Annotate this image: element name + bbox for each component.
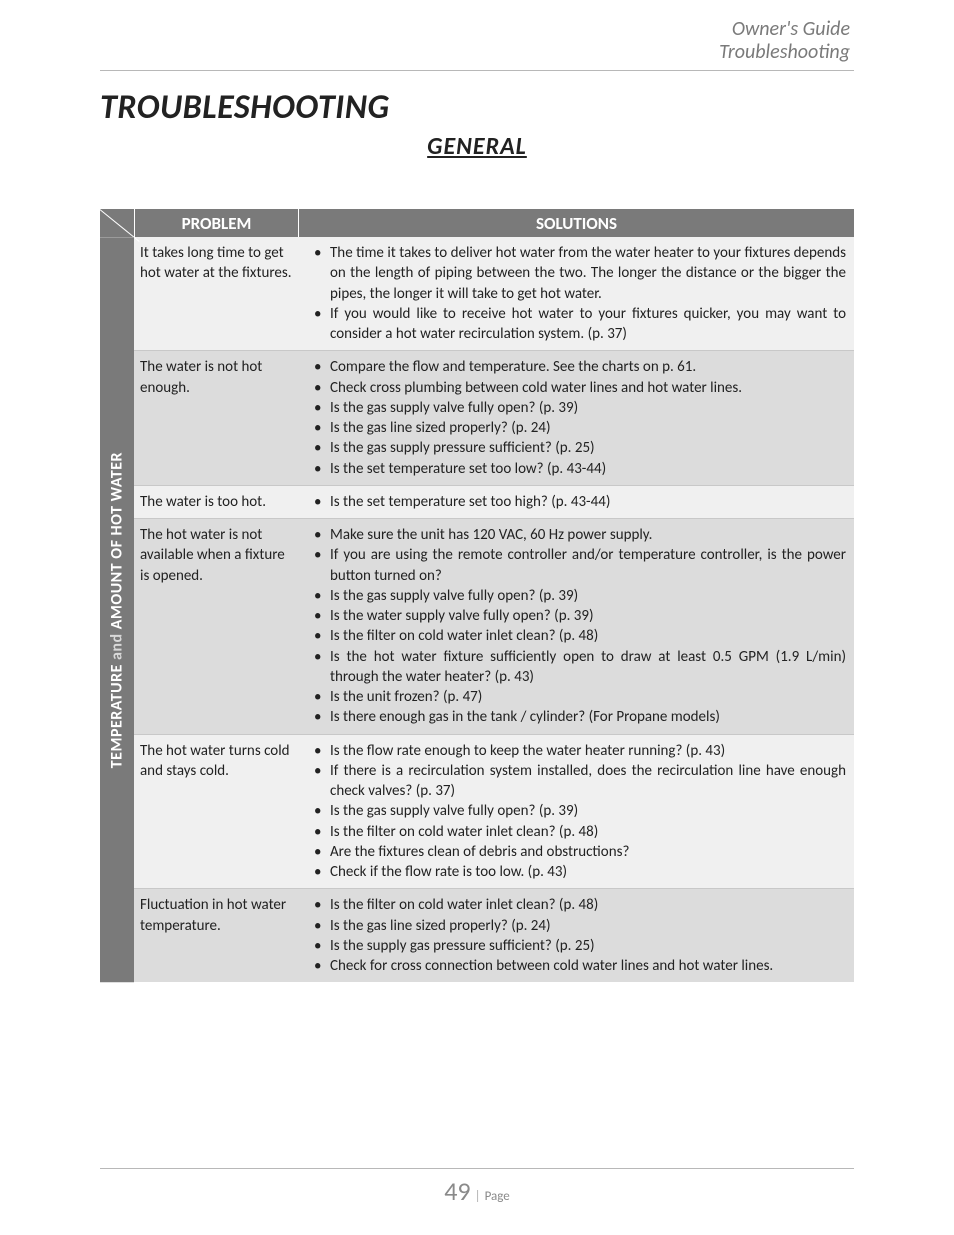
problem-cell: Fluctuation in hot water temperature.: [134, 888, 298, 982]
solutions-cell: Is the set temperature set too high? (p.…: [298, 485, 854, 518]
solution-item: Are the fixtures clean of debris and obs…: [318, 842, 846, 862]
column-header-problem: PROBLEM: [134, 209, 298, 237]
table-row: The hot water is not available when a fi…: [134, 518, 854, 734]
table-header-row: PROBLEM SOLUTIONS: [100, 209, 854, 237]
solution-item: Is the flow rate enough to keep the wate…: [318, 741, 846, 761]
solution-item: Is the gas supply valve fully open? (p. …: [318, 586, 846, 606]
table-corner-cell: [100, 209, 134, 237]
table-row: Fluctuation in hot water temperature. Is …: [134, 888, 854, 982]
solution-item: Is the set temperature set too low? (p. …: [318, 459, 846, 479]
problem-cell: The water is too hot.: [134, 485, 298, 518]
solution-item: Is the filter on cold water inlet clean?…: [318, 822, 846, 842]
category-strip: TEMPERATURE and AMOUNT OF HOT WATER: [100, 237, 134, 982]
solution-item: Is the gas supply valve fully open? (p. …: [318, 801, 846, 821]
page-number: 49: [444, 1175, 470, 1207]
problem-cell: The hot water turns cold and stays cold.: [134, 734, 298, 889]
section-title: TROUBLESHOOTING: [100, 87, 854, 128]
solutions-cell: Compare the flow and temperature. See th…: [298, 350, 854, 485]
category-label-mid: and: [108, 629, 127, 664]
category-label-b: AMOUNT OF HOT WATER: [108, 451, 127, 628]
solutions-list: Is the set temperature set too high? (p.…: [302, 492, 846, 512]
solution-item: If you are using the remote controller a…: [318, 545, 846, 586]
header-line-2: Troubleshooting: [100, 41, 850, 64]
solution-item: Is the filter on cold water inlet clean?…: [318, 626, 846, 646]
solutions-list: Make sure the unit has 120 VAC, 60 Hz po…: [302, 525, 846, 728]
table-row: The water is too hot. Is the set temperat…: [134, 485, 854, 518]
solution-item: Is the gas line sized properly? (p. 24): [318, 418, 846, 438]
solution-item: Is the unit frozen? (p. 47): [318, 687, 846, 707]
category-label-a: TEMPERATURE: [108, 664, 127, 768]
solution-item: Is the filter on cold water inlet clean?…: [318, 895, 846, 915]
table-body: TEMPERATURE and AMOUNT OF HOT WATER It t…: [100, 237, 854, 982]
solutions-cell: Is the filter on cold water inlet clean?…: [298, 888, 854, 982]
solutions-list: The time it takes to deliver hot water f…: [302, 243, 846, 344]
solution-item: Check if the flow rate is too low. (p. 4…: [318, 862, 846, 882]
solution-item: Check for cross connection between cold …: [318, 956, 846, 976]
problem-cell: The water is not hot enough.: [134, 350, 298, 485]
solution-item: Is the water supply valve fully open? (p…: [318, 606, 846, 626]
solution-item: If there is a recirculation system insta…: [318, 761, 846, 802]
table-row: The hot water turns cold and stays cold.…: [134, 734, 854, 889]
solution-item: Check cross plumbing between cold water …: [318, 378, 846, 398]
table-row: It takes long time to get hot water at t…: [134, 237, 854, 350]
solution-item: Make sure the unit has 120 VAC, 60 Hz po…: [318, 525, 846, 545]
section-subtitle: GENERAL: [100, 132, 854, 161]
problem-cell: It takes long time to get hot water at t…: [134, 237, 298, 350]
solutions-list: Compare the flow and temperature. See th…: [302, 357, 846, 479]
solutions-list: Is the flow rate enough to keep the wate…: [302, 741, 846, 883]
solution-item: Is the set temperature set too high? (p.…: [318, 492, 846, 512]
page-header: Owner's Guide Troubleshooting: [100, 18, 854, 68]
solution-item: Is there enough gas in the tank / cylind…: [318, 707, 846, 727]
header-rule: [100, 70, 854, 71]
solution-item: Is the hot water fixture sufficiently op…: [318, 647, 846, 688]
solution-item: Is the supply gas pressure sufficient? (…: [318, 936, 846, 956]
column-header-solutions: SOLUTIONS: [298, 209, 854, 237]
header-line-1: Owner's Guide: [100, 18, 850, 41]
table-row: The water is not hot enough. Compare the …: [134, 350, 854, 485]
problem-cell: The hot water is not available when a fi…: [134, 518, 298, 734]
solution-item: Compare the flow and temperature. See th…: [318, 357, 846, 377]
solutions-cell: Make sure the unit has 120 VAC, 60 Hz po…: [298, 518, 854, 734]
solution-item: The time it takes to deliver hot water f…: [318, 243, 846, 304]
solution-item: Is the gas supply valve fully open? (p. …: [318, 398, 846, 418]
solution-item: Is the gas line sized properly? (p. 24): [318, 916, 846, 936]
footer-separator: |: [475, 1189, 481, 1204]
solution-item: If you would like to receive hot water t…: [318, 304, 846, 345]
solutions-cell: The time it takes to deliver hot water f…: [298, 237, 854, 350]
solutions-cell: Is the flow rate enough to keep the wate…: [298, 734, 854, 889]
solution-item: Is the gas supply pressure sufficient? (…: [318, 438, 846, 458]
page-label: Page: [485, 1189, 510, 1204]
solutions-list: Is the filter on cold water inlet clean?…: [302, 895, 846, 976]
page-footer: 49 | Page: [100, 1168, 854, 1207]
